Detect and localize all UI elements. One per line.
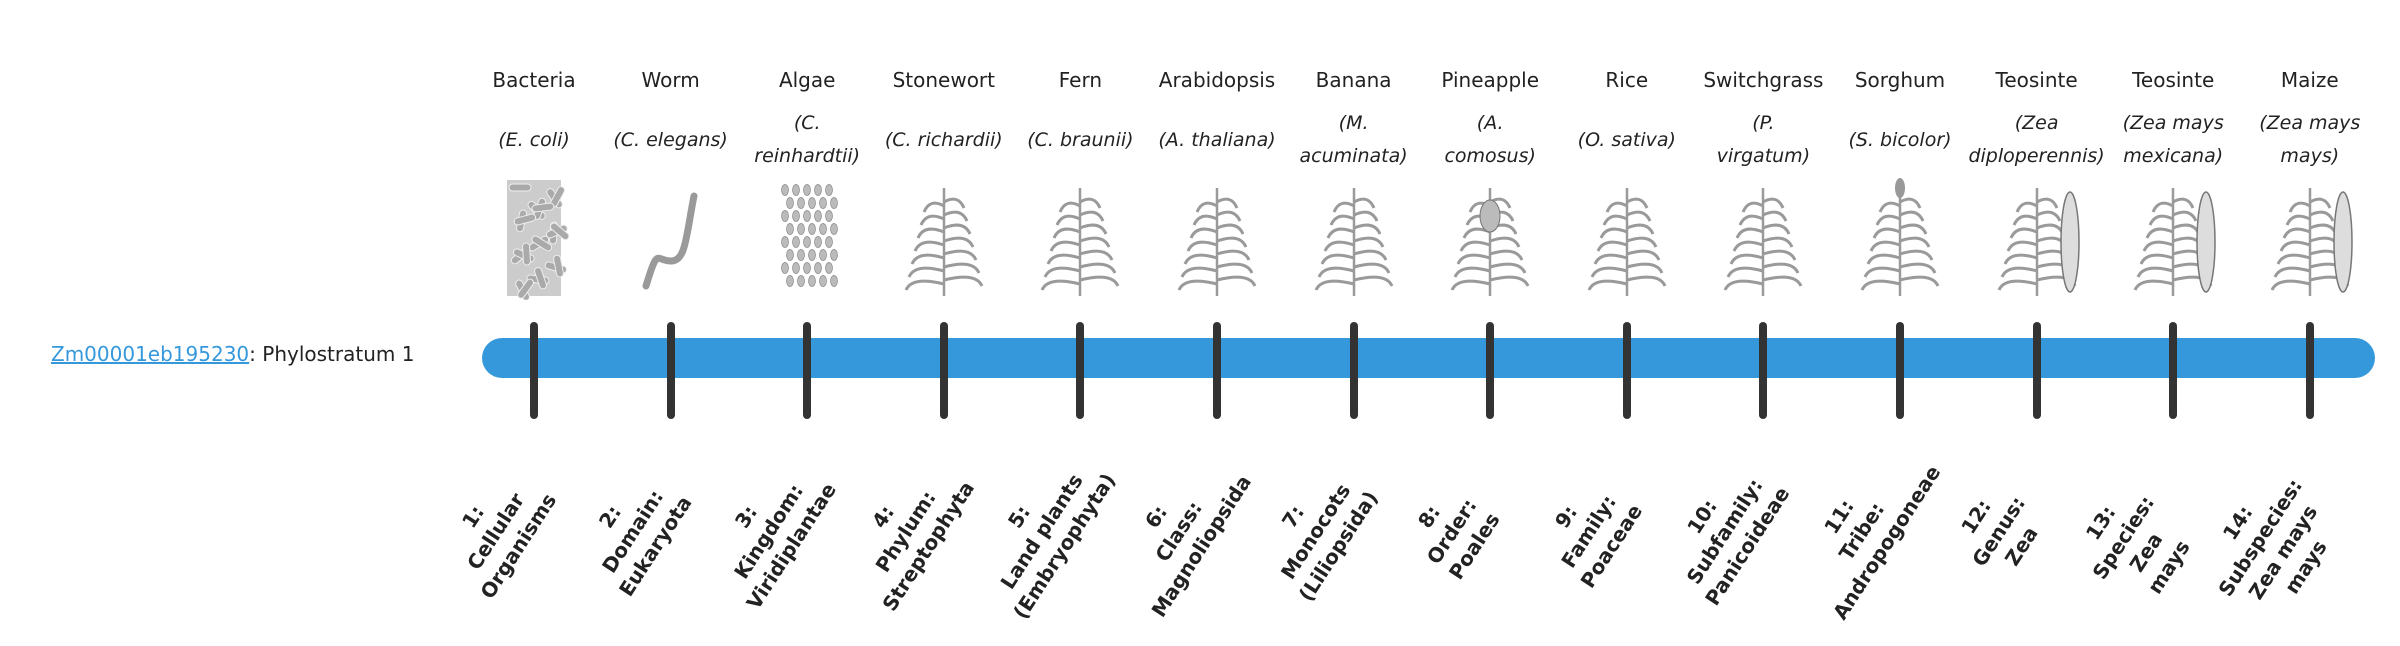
bacteria-illustration	[479, 176, 589, 301]
timeline-tick	[2032, 322, 2041, 419]
phylostratum-rank-label: 13: Species: Zea mays	[2044, 444, 2227, 645]
organism-common-name: Rice	[1605, 68, 1649, 92]
switchgrass-illustration	[1708, 176, 1818, 300]
phylostratum-timeline-bar	[482, 338, 2375, 378]
sorghum-illustration	[1845, 176, 1955, 300]
organism-common-name: Sorghum	[1854, 68, 1946, 92]
organism-scientific-name: (M. acuminata)	[1299, 112, 1408, 167]
stonewort-illustration	[889, 176, 999, 300]
organism-scientific-name: (C. braunii)	[1027, 128, 1134, 151]
organism-common-name: Maize	[2280, 68, 2339, 92]
organism-scientific-name: (A. thaliana)	[1158, 128, 1276, 151]
organism-scientific-name: (P. virgatum)	[1716, 112, 1811, 167]
timeline-tick	[666, 322, 675, 419]
maize-illustration	[2255, 176, 2365, 300]
gene-id-link[interactable]: Zm00001eb195230	[51, 342, 250, 366]
organism-scientific-name: (O. sativa)	[1577, 128, 1676, 151]
phylostratum-rank-label: 7: Monocots (Liliopsida)	[1235, 438, 1396, 625]
phylostratum-rank-label: 10: Subfamily: Panicoideae	[1645, 438, 1806, 625]
organism-scientific-name: (Zea mays mexicana)	[2122, 112, 2224, 167]
organism-common-name: Worm	[641, 68, 700, 92]
organism-scientific-name: (C. elegans)	[613, 128, 728, 151]
teosinte-illustration	[2118, 176, 2228, 300]
phylostratum-rank-label: 8: Order: Poales	[1372, 438, 1533, 625]
timeline-tick	[530, 322, 538, 419]
timeline-tick	[803, 322, 812, 419]
phylostratum-rank-label: 4: Phylum: Streptophyta	[826, 438, 987, 625]
timeline-tick	[2305, 322, 2314, 419]
gene-phylostratum-label: Zm00001eb195230: Phylostratum 1	[51, 342, 414, 366]
timeline-tick	[2169, 322, 2178, 419]
organism-common-name: Switchgrass	[1703, 68, 1824, 92]
timeline-tick	[1486, 322, 1495, 419]
banana-illustration	[1299, 176, 1409, 300]
phylostratum-rank-label: 6: Class: Magnoliopsida	[1099, 438, 1260, 625]
organism-scientific-name: (E. coli)	[498, 128, 570, 151]
organism-common-name: Fern	[1058, 68, 1103, 92]
timeline-tick	[939, 322, 948, 419]
phylostratum-rank-label: 1: Cellular Organisms	[416, 438, 577, 625]
phylostratum-rank-label: 14: Subspecies: Zea mays mays	[2180, 444, 2363, 645]
timeline-tick	[1349, 322, 1358, 419]
timeline-tick	[1759, 322, 1768, 419]
organism-common-name: Teosinte	[2132, 68, 2215, 92]
phylostratum-rank-label: 12: Genus: Zea	[1918, 438, 2079, 625]
timeline-tick	[1896, 322, 1904, 419]
organism-scientific-name: (C. richardii)	[884, 128, 1003, 151]
organism-common-name: Banana	[1315, 68, 1392, 92]
organism-scientific-name: (S. bicolor)	[1848, 128, 1952, 151]
organism-scientific-name: (C. reinhardtii)	[754, 112, 861, 167]
fern-illustration	[1025, 176, 1135, 300]
organism-common-name: Teosinte	[1995, 68, 2078, 92]
organism-scientific-name: (A. comosus)	[1444, 112, 1536, 167]
pineapple-illustration	[1435, 176, 1545, 300]
timeline-tick	[1622, 322, 1631, 419]
phylostratum-rank-label: 5: Land plants (Embryophyta)	[962, 438, 1123, 625]
organism-scientific-name: (Zea mays mays)	[2259, 112, 2361, 167]
organism-common-name: Algae	[778, 68, 836, 92]
organism-common-name: Arabidopsis	[1158, 68, 1276, 92]
rice-illustration	[1572, 176, 1682, 300]
phylostratum-rank-label: 11: Tribe: Andropogoneae	[1782, 438, 1945, 625]
phylostratum-rank-label: 3: Kingdom: Viridiplantae	[689, 438, 850, 625]
timeline-tick	[1213, 322, 1221, 419]
phylostratum-rank-label: 2: Domain: Eukaryota	[552, 438, 713, 625]
organism-scientific-name: (Zea diploperennis)	[1968, 112, 2105, 167]
organism-common-name: Stonewort	[892, 68, 995, 92]
phylostratum-text: : Phylostratum 1	[249, 342, 415, 366]
worm-illustration	[616, 176, 726, 300]
teosinte-illustration	[1982, 176, 2092, 300]
timeline-tick	[1076, 322, 1085, 419]
organism-common-name: Bacteria	[492, 68, 576, 92]
phylostratum-rank-label: 9: Family: Poaceae	[1509, 438, 1670, 625]
arabidopsis-illustration	[1162, 176, 1272, 300]
algae-illustration	[752, 176, 862, 300]
organism-common-name: Pineapple	[1441, 68, 1540, 92]
